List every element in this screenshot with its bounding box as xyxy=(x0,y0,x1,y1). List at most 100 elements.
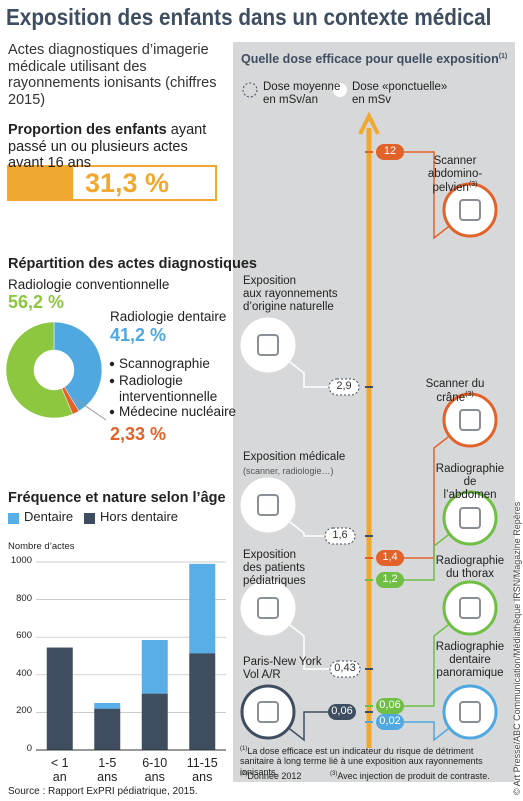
bullet-item: Radiologie interventionnelle xyxy=(119,373,218,404)
dose-badge xyxy=(376,550,404,566)
y-tick-label: 1000 xyxy=(10,555,32,566)
dose-value: 2,9 xyxy=(336,380,352,392)
item-label: Exposition médicale xyxy=(243,451,345,464)
bar-segment xyxy=(189,653,216,750)
icon xyxy=(240,317,296,373)
dose-value: 1,6 xyxy=(332,529,348,541)
title: Exposition des enfants dans un contexte … xyxy=(6,4,492,30)
icon-glyph xyxy=(459,597,481,619)
category-label: Radiologie conventionnelle xyxy=(8,277,170,292)
icon-glyph xyxy=(459,701,481,723)
icon xyxy=(442,182,498,238)
panel-title-text: Quelle dose efficace pour quelle exposit… xyxy=(241,52,499,66)
bar-segment xyxy=(189,563,216,654)
legend-label: Hors dentaire xyxy=(100,509,179,524)
item-label-text: Exposition aux rayonnements d’origine na… xyxy=(243,275,338,314)
y-tick-label: 400 xyxy=(16,667,32,679)
item-detail: (scanner, radiologie…) xyxy=(243,466,334,476)
y-axis-title: Nombre d’actes xyxy=(8,541,75,552)
item-label-text: Exposition des patients pédiatriques xyxy=(243,549,306,588)
chart-title: Fréquence et nature selon l’âge xyxy=(8,490,226,506)
x-tick-label: 11-15 ans xyxy=(186,756,218,785)
x-tick-label: < 1 an xyxy=(50,756,69,785)
footnote: (2)Donnée 2012 xyxy=(240,771,440,781)
progress-value: 31,3 % xyxy=(85,168,170,198)
donut-slice xyxy=(5,321,73,419)
progress-title: Proportion des enfants xyxy=(8,122,167,138)
dose-value: 1,2 xyxy=(382,573,398,585)
footnote-mark: (2) xyxy=(240,771,248,777)
legend-label: Dose «ponctuelle» en mSv xyxy=(352,81,448,107)
item-label: Paris-New York Vol A/R xyxy=(243,656,322,682)
footnote-text: Avec injection de produit de contraste. xyxy=(337,771,490,781)
icon-glyph xyxy=(257,701,279,723)
legend-swatch xyxy=(8,513,19,524)
dose-value: 1,4 xyxy=(382,551,398,563)
icon-glyph xyxy=(257,494,279,516)
progress-heading: Proportion des enfants ayant passé un ou… xyxy=(8,122,223,172)
bar-segment xyxy=(141,640,168,694)
icon-glyph xyxy=(459,409,481,431)
footnote-text: La dose efficace est un indicateur du ri… xyxy=(240,746,483,777)
dose-value: 0,43 xyxy=(334,662,356,674)
dose-value: 0,02 xyxy=(379,715,401,727)
icon xyxy=(442,392,498,448)
y-tick-label: 600 xyxy=(16,630,32,642)
icon-glyph xyxy=(459,199,481,221)
footnote: (1)La dose efficace est un indicateur du… xyxy=(240,746,505,777)
leader xyxy=(73,397,107,421)
footnote: (3)Avec injection de produit de contrast… xyxy=(330,771,523,781)
bar-segment xyxy=(46,647,73,750)
legend-swatch xyxy=(84,513,95,524)
item-label: Scanner du crâne(3) xyxy=(421,378,489,405)
icon xyxy=(240,684,296,740)
item-label: Radiographie de l’abdomen xyxy=(436,463,504,503)
item-label-text: Exposition médicale xyxy=(243,451,346,463)
dose-badge xyxy=(328,704,356,720)
bullet-item: Scannographie xyxy=(119,356,210,371)
dose-badge xyxy=(329,660,361,678)
item-label: Exposition des patients pédiatriques xyxy=(243,549,306,589)
item-label-text: Paris-New York Vol A/R xyxy=(243,656,322,682)
bar-segment xyxy=(94,708,121,750)
dose-value: 0,06 xyxy=(379,699,401,711)
bullet-item: Médecine nucléaire xyxy=(119,404,237,419)
item-label-text: Radiographie dentaire panoramique xyxy=(435,641,505,680)
icon-glyph xyxy=(257,597,279,619)
y-tick-label: 200 xyxy=(16,705,32,717)
dose-badge xyxy=(328,378,360,396)
item-note: (3) xyxy=(465,391,474,399)
dose-badge xyxy=(376,698,404,714)
legend-label: Dentaire xyxy=(24,509,74,524)
item-label: Exposition aux rayonnements d’origine na… xyxy=(243,275,338,315)
panel-title: Quelle dose efficace pour quelle exposit… xyxy=(241,52,507,66)
bar-segment xyxy=(141,693,168,750)
bar-segment xyxy=(94,703,121,709)
icon-glyph xyxy=(459,507,481,529)
item-label-text: Scanner du crâne xyxy=(425,378,485,405)
icon xyxy=(442,684,498,740)
icon xyxy=(240,580,296,636)
dose-value: 12 xyxy=(383,145,397,157)
footnote-mark: (1) xyxy=(240,746,248,752)
legend-label: Dose moyenne en mSv/an xyxy=(263,81,341,107)
dose-badge xyxy=(376,714,404,730)
value-label: 56,2 % xyxy=(8,292,65,312)
y-tick-label: 0 xyxy=(26,743,32,754)
panel-title-note: (1) xyxy=(498,52,508,60)
bullet xyxy=(109,409,115,415)
dose-badge xyxy=(324,527,356,545)
donut-slice xyxy=(53,321,103,412)
value-label: 2,33 % xyxy=(110,424,167,444)
progress-fill xyxy=(8,166,74,200)
item-label: Scanner abdomino-pelvien(3) xyxy=(421,155,489,195)
dose-value: 0,06 xyxy=(331,705,353,717)
item-label: Radiographie dentaire panoramique xyxy=(436,641,504,681)
source: Source : Rapport ExPRI pédiatrique, 2015… xyxy=(8,786,198,797)
legend-avg xyxy=(242,82,258,98)
progress-subtitle: ayant passé un ou plusieurs actes avant … xyxy=(8,122,207,172)
item-label: Radiographie du thorax xyxy=(436,555,504,581)
donut-title: Répartition des actes diagnostiques xyxy=(8,256,257,272)
